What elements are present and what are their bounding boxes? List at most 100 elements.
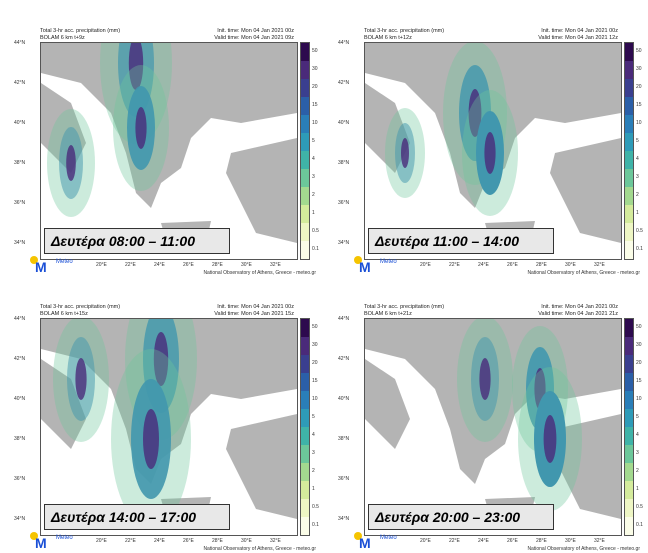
lon-tick-label: 28°E	[212, 538, 223, 544]
colorbar-swatch	[625, 43, 633, 61]
colorbar-swatch	[625, 481, 633, 499]
colorbar-swatch	[625, 79, 633, 97]
lat-tick-label: 40°N	[338, 120, 350, 126]
lon-tick-label: 28°E	[536, 538, 547, 544]
lon-tick-label: 24°E	[478, 538, 489, 544]
colorbar-swatch	[301, 391, 309, 409]
meteo-logo: M Meteo	[354, 532, 404, 550]
forecast-panel: Total 3-hr acc. precipitation (mm) BOLAM …	[324, 276, 648, 552]
colorbar-label: 2	[312, 192, 315, 198]
colorbar-swatch	[625, 499, 633, 517]
colorbar-swatch	[301, 241, 309, 259]
colorbar-swatch	[625, 241, 633, 259]
precipitation-map	[40, 318, 298, 536]
colorbar-swatch	[301, 223, 309, 241]
colorbar-label: 4	[636, 432, 639, 438]
lon-tick-label: 30°E	[241, 538, 252, 544]
colorbar	[624, 318, 634, 536]
colorbar-swatch	[625, 427, 633, 445]
lon-tick-label: 20°E	[96, 262, 107, 268]
colorbar-label: 5	[312, 414, 315, 420]
chart-title: Total 3-hr acc. precipitation (mm) BOLAM …	[364, 304, 445, 317]
colorbar-swatch	[301, 319, 309, 337]
lon-tick-label: 26°E	[507, 538, 518, 544]
colorbar-label: 30	[636, 342, 642, 348]
colorbar-swatch	[625, 133, 633, 151]
colorbar-swatch	[301, 517, 309, 535]
lat-tick-label: 38°N	[14, 160, 26, 166]
colorbar-swatch	[301, 169, 309, 187]
lon-tick-label: 26°E	[183, 538, 194, 544]
colorbar-swatch	[625, 169, 633, 187]
lat-tick-label: 36°N	[14, 476, 26, 482]
colorbar-label: 50	[312, 48, 318, 54]
chart-title: Total 3-hr acc. precipitation (mm) BOLAM …	[364, 28, 445, 41]
colorbar	[300, 42, 310, 260]
colorbar-swatch	[625, 205, 633, 223]
colorbar-label: 3	[636, 174, 639, 180]
time-info: Init. time: Mon 04 Jan 2021 00z Valid tim…	[538, 304, 618, 317]
colorbar-label: 3	[636, 450, 639, 456]
lat-tick-label: 42°N	[14, 356, 26, 362]
colorbar-swatch	[301, 187, 309, 205]
colorbar-swatch	[625, 373, 633, 391]
colorbar-swatch	[301, 481, 309, 499]
lat-tick-label: 34°N	[14, 240, 26, 246]
colorbar-label: 5	[312, 138, 315, 144]
attribution: National Observatory of Athens, Greece -…	[527, 546, 640, 552]
lat-tick-label: 38°N	[338, 160, 350, 166]
lat-tick-label: 42°N	[14, 80, 26, 86]
colorbar-label: 30	[312, 342, 318, 348]
colorbar-swatch	[625, 409, 633, 427]
colorbar-swatch	[301, 79, 309, 97]
sun-icon	[354, 532, 362, 540]
colorbar-swatch	[301, 43, 309, 61]
colorbar-label: 15	[312, 378, 318, 384]
colorbar-label: 2	[312, 468, 315, 474]
lon-tick-label: 22°E	[449, 538, 460, 544]
land-crete	[161, 497, 211, 506]
meteo-logo: M Meteo	[354, 256, 404, 274]
colorbar-label: 4	[312, 156, 315, 162]
colorbar-label: 10	[312, 396, 318, 402]
colorbar-swatch	[625, 337, 633, 355]
colorbar-label: 3	[312, 450, 315, 456]
colorbar-label: 0.1	[312, 246, 319, 252]
lon-tick-label: 28°E	[536, 262, 547, 268]
lat-tick-label: 40°N	[338, 396, 350, 402]
lon-tick-label: 32°E	[270, 262, 281, 268]
colorbar-label: 1	[312, 210, 315, 216]
land-crete	[485, 497, 535, 506]
colorbar-swatch	[301, 373, 309, 391]
lon-tick-label: 30°E	[565, 262, 576, 268]
lat-tick-label: 44°N	[14, 316, 26, 322]
lat-tick-label: 36°N	[14, 200, 26, 206]
colorbar-label: 5	[636, 414, 639, 420]
colorbar-label: 30	[636, 66, 642, 72]
colorbar-label: 10	[312, 120, 318, 126]
colorbar-label: 4	[636, 156, 639, 162]
land-italy	[365, 359, 410, 449]
colorbar-swatch	[301, 205, 309, 223]
chart-title: Total 3-hr acc. precipitation (mm) BOLAM …	[40, 304, 121, 317]
colorbar-label: 20	[636, 84, 642, 90]
colorbar-label: 0.5	[636, 228, 643, 234]
colorbar-label: 3	[312, 174, 315, 180]
colorbar-swatch	[301, 355, 309, 373]
colorbar-swatch	[625, 187, 633, 205]
time-info: Init. time: Mon 04 Jan 2021 00z Valid tim…	[214, 304, 294, 317]
lon-tick-label: 24°E	[154, 538, 165, 544]
time-info: Init. time: Mon 04 Jan 2021 00z Valid tim…	[538, 28, 618, 41]
colorbar-swatch	[301, 445, 309, 463]
attribution: National Observatory of Athens, Greece -…	[203, 270, 316, 276]
forecast-panel: Total 3-hr acc. precipitation (mm) BOLAM …	[324, 0, 648, 276]
lon-tick-label: 20°E	[420, 262, 431, 268]
lon-tick-label: 20°E	[96, 538, 107, 544]
lon-tick-label: 24°E	[478, 262, 489, 268]
colorbar-swatch	[625, 391, 633, 409]
colorbar-swatch	[625, 319, 633, 337]
lon-tick-label: 26°E	[507, 262, 518, 268]
land-crete	[161, 221, 211, 230]
colorbar-label: 0.1	[636, 522, 643, 528]
colorbar-label: 0.5	[312, 228, 319, 234]
